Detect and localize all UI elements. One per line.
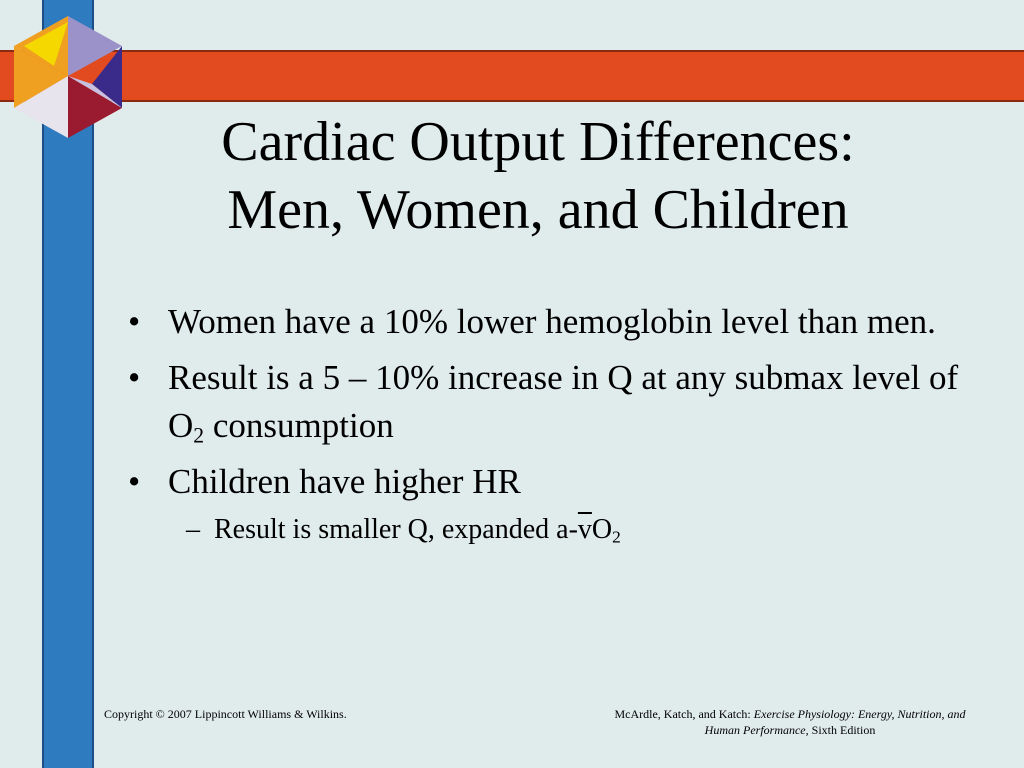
bullet-text-end: consumption — [204, 406, 394, 445]
sub-bullet-text: Result is smaller Q, expanded a- — [214, 514, 578, 545]
bullet-text: Women have a 10% lower hemoglobin level … — [168, 302, 936, 341]
bullet-symbol: • — [128, 358, 141, 397]
bullet-text: Result is a 5 – 10% increase in Q at any… — [168, 358, 959, 445]
citation-authors: McArdle, Katch, and Katch: — [614, 707, 754, 721]
citation-footer: McArdle, Katch, and Katch: Exercise Phys… — [600, 706, 980, 738]
subscript: 2 — [193, 423, 205, 448]
subscript: 2 — [612, 527, 621, 547]
bullet-item: • Women have a 10% lower hemoglobin leve… — [128, 298, 988, 346]
bullet-item: • Children have higher HR — [128, 458, 988, 506]
copyright-footer: Copyright © 2007 Lippincott Williams & W… — [104, 707, 347, 721]
title-line-1: Cardiac Output Differences: — [221, 111, 855, 173]
sub-bullet-item: – Result is smaller Q, expanded a-vO2 — [128, 510, 988, 550]
overline-letter: v — [577, 514, 592, 545]
bullet-symbol: • — [128, 462, 141, 501]
bullet-item: • Result is a 5 – 10% increase in Q at a… — [128, 354, 988, 450]
bullet-symbol: • — [128, 302, 141, 341]
cube-logo-icon — [14, 16, 122, 138]
citation-edition: Sixth Edition — [808, 723, 876, 737]
bullet-text: Children have higher HR — [168, 462, 521, 501]
slide-title: Cardiac Output Differences: Men, Women, … — [100, 108, 976, 244]
title-line-2: Men, Women, and Children — [227, 179, 849, 241]
horizontal-accent-bar — [0, 50, 1024, 102]
citation-book-title: Exercise Physiology: Energy, Nutrition, … — [704, 707, 966, 737]
bullet-list: • Women have a 10% lower hemoglobin leve… — [128, 298, 988, 550]
sub-bullet-o: O — [591, 514, 613, 545]
sub-bullet-symbol: – — [186, 514, 200, 545]
